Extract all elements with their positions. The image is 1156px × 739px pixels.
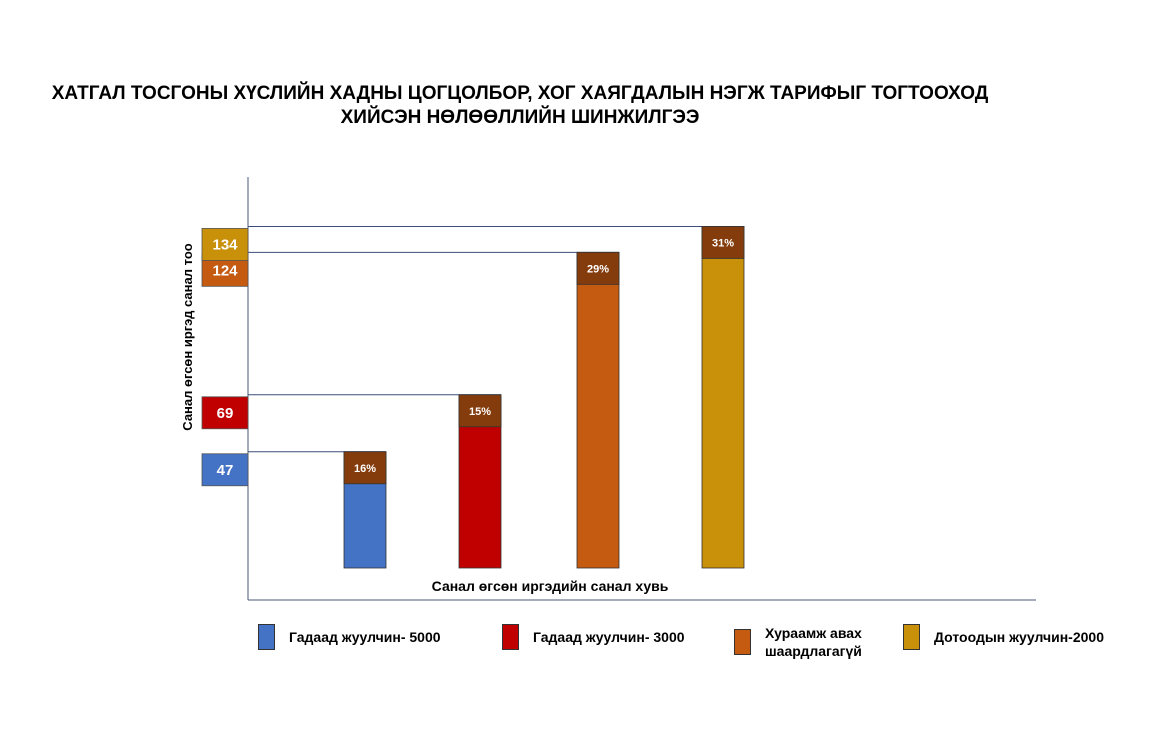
y-value-label: 47 (217, 462, 234, 479)
y-value-box (201, 453, 249, 487)
y-value-box (201, 396, 249, 430)
legend-item: Хураамж авах шаардлагагүй (734, 624, 862, 660)
data-label-share: 16% (354, 463, 376, 475)
y-axis-label: Санал өгсөн иргэд санал тоо (180, 243, 195, 431)
y-value-box (201, 228, 249, 261)
y-value-label: 134 (212, 236, 238, 253)
data-label-share: 15% (469, 406, 491, 418)
legend-item: Гадаад жуулчин- 5000 (258, 624, 441, 650)
share-box (343, 451, 387, 485)
legend-label: Хураамж авах шаардлагагүй (765, 625, 862, 659)
share-box (458, 394, 502, 428)
legend: Гадаад жуулчин- 5000 Гадаад жуулчин- 300… (0, 624, 1156, 684)
legend-item: Дотоодын жуулчин-2000 (903, 624, 1104, 650)
share-box (701, 226, 745, 259)
chart-title-line-1: ХАТГАЛ ТОСГОНЫ ХҮСЛИЙН ХАДНЫ ЦОГЦОЛБОР, … (51, 83, 989, 104)
y-value-label: 69 (217, 405, 234, 422)
bar (576, 251, 620, 569)
bar (701, 226, 745, 569)
data-label-share: 31% (712, 237, 734, 249)
x-axis-label: Санал өгсөн иргэдийн санал хувь (431, 578, 669, 594)
legend-swatch (502, 624, 519, 650)
chart-title-line-2: ХИЙСЭН НӨЛӨӨЛЛИЙН ШИНЖИЛГЭЭ (340, 107, 700, 128)
data-label-share: 29% (587, 263, 609, 275)
legend-item: Гадаад жуулчин- 3000 (502, 624, 685, 650)
y-value-label: 124 (212, 262, 238, 279)
legend-label: Дотоодын жуулчин-2000 (934, 629, 1104, 645)
legend-swatch (258, 624, 275, 650)
share-box (576, 251, 620, 285)
legend-label: Гадаад жуулчин- 3000 (533, 629, 685, 645)
legend-swatch (734, 629, 751, 655)
legend-label: Гадаад жуулчин- 5000 (289, 629, 441, 645)
legend-swatch (903, 624, 920, 650)
